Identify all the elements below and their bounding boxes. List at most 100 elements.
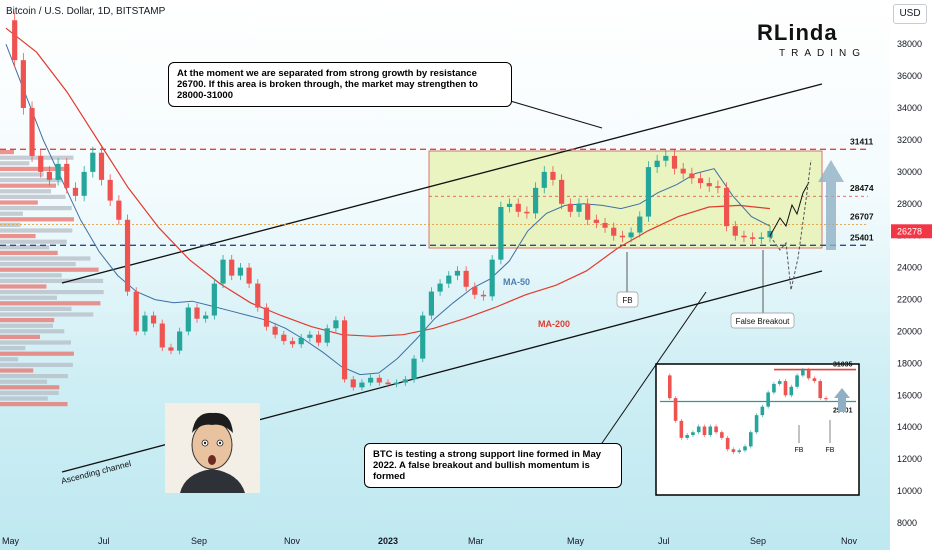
currency-selector[interactable]: USD xyxy=(893,4,927,24)
volume-bar xyxy=(0,262,76,267)
brand-logo: RLinda TRADING xyxy=(757,20,860,64)
volume-bar xyxy=(0,290,104,295)
volume-bar xyxy=(0,329,65,334)
candle-body xyxy=(446,275,452,284)
inset-level-label: 31035 xyxy=(833,362,853,369)
candle-body xyxy=(532,187,539,214)
candle-body xyxy=(394,382,400,385)
candle-body xyxy=(498,206,504,260)
inset-candle-body xyxy=(679,420,684,438)
volume-bar xyxy=(0,374,68,379)
candle-body xyxy=(289,341,296,345)
volume-bar xyxy=(0,323,53,328)
candle-body xyxy=(168,347,174,351)
volume-bar xyxy=(0,312,94,317)
volume-bar xyxy=(0,278,104,283)
volume-bar xyxy=(0,217,74,222)
candle-body xyxy=(124,219,131,292)
candle-body xyxy=(159,323,165,348)
candle-body xyxy=(55,163,61,180)
candle-body xyxy=(567,203,573,212)
level-label: 31411 xyxy=(850,136,873,146)
volume-bar xyxy=(0,166,70,171)
volume-bar xyxy=(0,385,60,390)
volume-bar xyxy=(0,390,59,395)
inset-candle-body xyxy=(748,432,753,447)
surprised-face-illustration xyxy=(165,403,260,493)
y-tick-label: 36000 xyxy=(897,71,922,81)
inset-fb1-label: FB xyxy=(795,447,804,454)
x-tick-label: Jul xyxy=(98,536,110,546)
candle-body xyxy=(758,237,764,239)
volume-profile xyxy=(0,150,104,407)
level-label: 25401 xyxy=(850,232,874,242)
inset-chart[interactable]: 3103525401 FB FB xyxy=(655,362,860,496)
inset-content: 3103525401 xyxy=(660,362,856,455)
x-tick-label: May xyxy=(2,536,20,546)
bullish-arrow xyxy=(818,160,844,250)
y-tick-label: 30000 xyxy=(897,167,922,177)
inset-candle-body xyxy=(696,426,701,433)
y-tick-label: 12000 xyxy=(897,454,922,464)
volume-bar xyxy=(0,351,74,356)
bottom-note-pointer xyxy=(599,291,707,447)
x-tick-label: Nov xyxy=(284,536,301,546)
volume-bar xyxy=(0,155,74,160)
candle-body xyxy=(550,171,556,180)
inset-candle-body xyxy=(812,378,817,382)
inset-candle-body xyxy=(772,383,776,393)
range-zone xyxy=(428,150,823,249)
candle-body xyxy=(671,155,678,169)
volume-bar xyxy=(0,267,99,272)
volume-bar xyxy=(0,396,48,401)
projection-paths xyxy=(769,159,844,291)
candle-body xyxy=(150,315,157,324)
volume-bar xyxy=(0,362,73,367)
candle-body xyxy=(428,291,435,316)
y-tick-label: 8000 xyxy=(897,518,917,528)
volume-bar xyxy=(0,295,57,300)
inset-candle-body xyxy=(789,386,794,396)
volume-bar xyxy=(0,211,23,216)
fb-label: FB xyxy=(622,296,632,305)
volume-bar xyxy=(0,250,58,255)
volume-bar xyxy=(0,194,66,199)
candle-body xyxy=(637,216,643,233)
candle-body xyxy=(611,227,617,236)
candles xyxy=(12,12,773,391)
candle-body xyxy=(359,382,365,388)
candle-body xyxy=(689,173,695,179)
x-tick-label: Sep xyxy=(750,536,766,546)
inset-candle-body xyxy=(806,369,811,379)
candle-body xyxy=(576,203,582,212)
volume-bar xyxy=(0,306,72,311)
fb-label-box xyxy=(616,291,639,308)
candle-body xyxy=(680,168,686,174)
inset-candle-body xyxy=(824,398,828,400)
candle-body xyxy=(12,20,18,61)
volume-bar xyxy=(0,172,44,177)
inset-candle-body xyxy=(667,375,672,399)
inset-candle-body xyxy=(725,437,730,450)
candle-body xyxy=(81,171,87,196)
y-tick-label: 32000 xyxy=(897,135,922,145)
price-axis-panel xyxy=(890,0,932,550)
channel-upper-line xyxy=(61,83,823,284)
inset-candle-body xyxy=(743,446,747,451)
inset-candle-body xyxy=(754,415,759,433)
candle-body xyxy=(385,382,391,385)
volume-bar xyxy=(0,189,52,194)
candle-body xyxy=(116,200,122,220)
x-tick-label: Sep xyxy=(191,536,207,546)
inset-candle-body xyxy=(708,426,713,436)
inset-fb2-label: FB xyxy=(826,447,835,454)
false-breakout-box xyxy=(730,312,795,329)
candle-body xyxy=(272,326,278,335)
candle-body xyxy=(64,163,70,188)
candle-body xyxy=(541,171,547,188)
candle-body xyxy=(307,334,313,338)
candle-body xyxy=(645,167,652,217)
candle-body xyxy=(376,377,382,383)
